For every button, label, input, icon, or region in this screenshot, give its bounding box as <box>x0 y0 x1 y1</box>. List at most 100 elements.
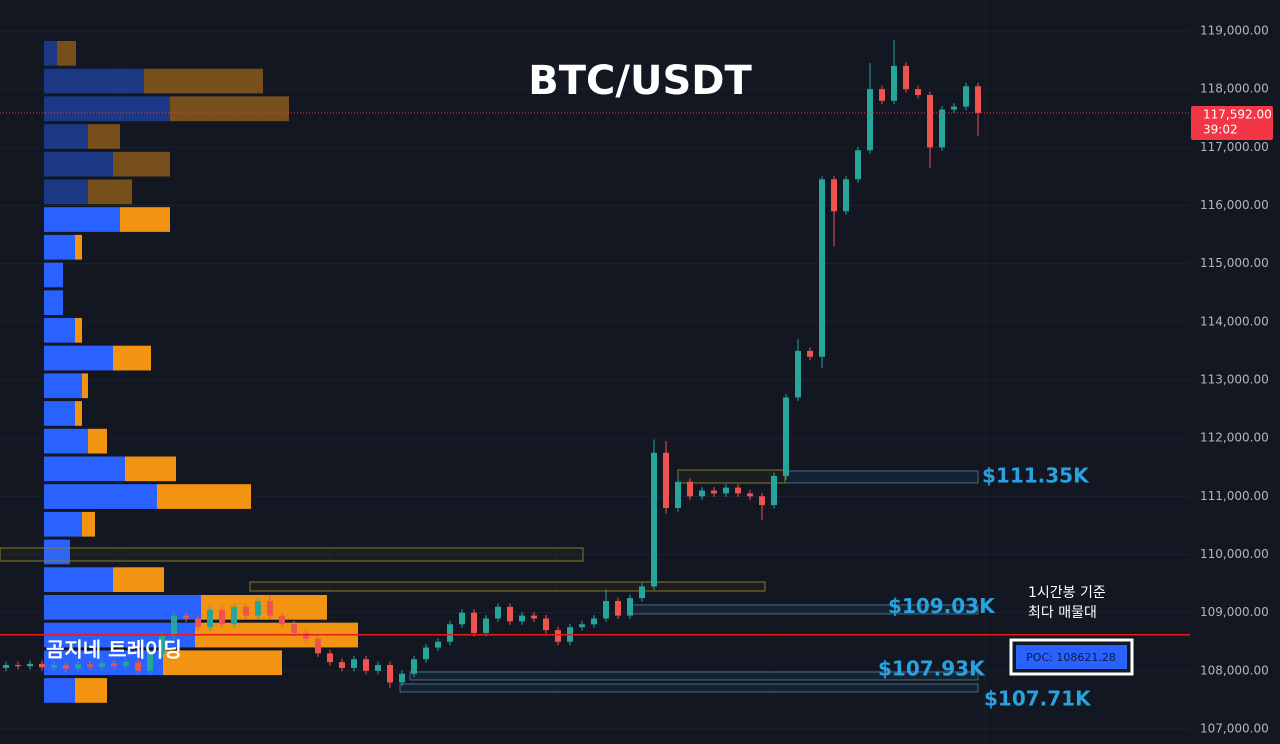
range-box <box>0 547 584 562</box>
candle-body <box>939 109 945 148</box>
candle-body <box>783 397 789 476</box>
candle-body <box>591 618 597 625</box>
candle-body <box>327 653 333 663</box>
candle-body <box>759 496 765 506</box>
profile-buy <box>44 124 88 149</box>
poc-note: 1시간봉 기준 <box>1028 585 1106 601</box>
candle-body <box>615 601 621 616</box>
candle-body <box>603 601 609 619</box>
candle-body <box>411 659 417 674</box>
candle-body <box>663 452 669 508</box>
y-tick-label: 111,000.00 <box>1200 489 1269 503</box>
countdown: 39:02 <box>1203 123 1238 137</box>
profile-buy <box>44 373 82 399</box>
candle-body <box>339 662 345 668</box>
candle-body <box>99 663 105 667</box>
y-tick-label: 108,000.00 <box>1200 663 1269 677</box>
candle-body <box>627 598 633 616</box>
profile-sell <box>82 511 95 537</box>
poc-label: POC: 108621.28 <box>1026 651 1116 664</box>
y-tick-label: 107,000.00 <box>1200 721 1269 735</box>
poc-label-bg <box>1016 645 1127 669</box>
profile-buy <box>44 650 163 676</box>
profile-buy <box>44 318 75 343</box>
poc-box <box>1009 638 1134 676</box>
zone <box>399 683 979 693</box>
profile-buy <box>44 401 75 426</box>
candle-body <box>819 179 825 357</box>
profile-buy <box>44 290 63 316</box>
candle-body <box>891 65 897 101</box>
y-tick-label: 109,000.00 <box>1200 605 1269 619</box>
profile-buy <box>44 484 157 509</box>
candle-body <box>975 86 981 113</box>
profile-sell <box>113 345 151 371</box>
candle-body <box>867 89 873 151</box>
zone-label: $107.93K <box>878 656 986 680</box>
zone <box>784 470 979 484</box>
candle-body <box>51 665 57 668</box>
profile-buy <box>44 511 82 537</box>
candle-body <box>675 481 681 508</box>
range-box <box>677 469 786 484</box>
profile-buy <box>44 345 113 371</box>
candle-body <box>303 633 309 639</box>
candle-body <box>27 663 33 667</box>
profile-sell <box>57 41 76 66</box>
y-tick-label: 119,000.00 <box>1200 24 1269 38</box>
candle-body <box>75 664 81 669</box>
candle-body <box>183 615 189 619</box>
profile-sell <box>75 401 82 426</box>
candle-body <box>3 665 9 668</box>
candle-body <box>927 94 933 148</box>
candle-body <box>543 618 549 631</box>
candle-body <box>507 606 513 622</box>
candle-body <box>459 612 465 625</box>
profile-sell <box>157 484 251 509</box>
profile-sell <box>113 151 170 177</box>
candle-body <box>291 624 297 634</box>
profile-buy <box>44 41 57 66</box>
overlay <box>0 112 1190 636</box>
profile-sell <box>170 96 289 122</box>
candle-body <box>63 665 69 669</box>
candle-body <box>579 624 585 628</box>
profile-sell <box>113 567 164 592</box>
profile-sell <box>120 207 170 232</box>
candle-body <box>471 612 477 634</box>
candle-body <box>399 673 405 683</box>
candle-body <box>15 665 21 667</box>
candle-body <box>435 641 441 648</box>
profile-sell <box>82 373 88 399</box>
candle-body <box>195 618 201 628</box>
candle-body <box>375 665 381 671</box>
y-tick-label: 110,000.00 <box>1200 547 1269 561</box>
profile-buy <box>44 151 113 177</box>
profile-buy <box>44 68 144 94</box>
candle-body <box>747 493 753 497</box>
candle-body <box>219 609 225 625</box>
profile-buy <box>44 428 88 454</box>
candle-body <box>687 481 693 497</box>
candle-body <box>87 664 93 667</box>
candle-body <box>915 89 921 95</box>
y-tick-label: 112,000.00 <box>1200 431 1269 445</box>
profile-buy <box>44 179 88 205</box>
profile-sell <box>75 318 82 343</box>
candle-body <box>555 630 561 642</box>
candle-body <box>519 615 525 622</box>
candles <box>3 39 981 689</box>
candle-body <box>483 618 489 634</box>
candle-body <box>879 89 885 101</box>
candle-body <box>147 653 153 671</box>
candle-body <box>255 601 261 616</box>
chart-title: BTC/USDT <box>528 58 752 104</box>
profile-buy <box>44 207 120 232</box>
profile-buy <box>44 234 75 260</box>
candle-body <box>387 665 393 683</box>
candle-body <box>423 647 429 660</box>
zone-label: $111.35K <box>982 463 1090 487</box>
y-tick-label: 115,000.00 <box>1200 256 1269 270</box>
